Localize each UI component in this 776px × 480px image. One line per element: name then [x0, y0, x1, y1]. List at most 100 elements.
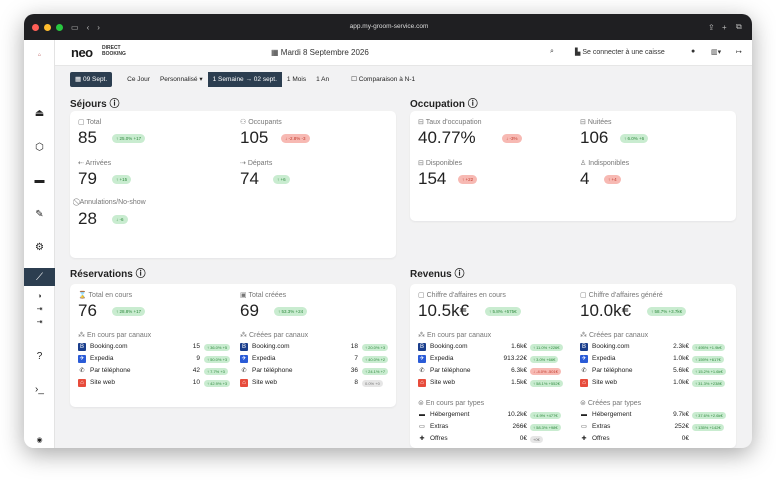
wallet-icon[interactable]: ▬ [34, 174, 45, 186]
help-circle-icon[interactable]: ● [691, 48, 696, 55]
list-item: B Booking.com 1.6k€ ↑ 11.0% +226€ [418, 342, 578, 353]
sejours-card: ▢ Total 85 ↑ 25.0% +17 ⚇ Occupants 105 ↓… [70, 111, 396, 258]
phone-icon: ✆ [241, 368, 247, 374]
today-button[interactable]: Ce Jour [127, 76, 150, 83]
new-tab-icon[interactable]: + [722, 22, 727, 32]
date-picker-button[interactable]: ▦ 09 Sept. [70, 72, 113, 87]
cleaning-icon[interactable]: ✎ [35, 208, 44, 220]
document-icon: ▢ [418, 292, 427, 299]
item-badge: +0€ [530, 436, 543, 443]
occupation-title-text: Occupation [410, 99, 466, 110]
occupation-title: Occupation ⓘ [410, 95, 478, 110]
hotel-switch-icon[interactable]: ▥▾ [711, 49, 722, 56]
list-item: ✆ Par téléphone 42 ↑ 7.7% +3 [78, 366, 238, 377]
channels-icon: ⁂ [418, 332, 427, 339]
month-button[interactable]: 1 Mois [286, 76, 307, 83]
chat-button[interactable]: ✉ [750, 444, 752, 448]
item-badge: ↑ 7.7% +3 [204, 368, 228, 375]
info-icon[interactable]: ⓘ [467, 99, 478, 110]
help-icon[interactable]: ? [36, 350, 43, 362]
booking-icon: B [580, 343, 588, 351]
custom-dropdown[interactable]: Personnalisé ▾ [159, 76, 203, 83]
forward-icon[interactable]: › [97, 22, 100, 32]
item-value: 913.22€ [503, 355, 528, 362]
item-value: 42 [192, 367, 200, 374]
reservations-title: Réservations ⓘ [70, 265, 146, 280]
info-icon[interactable]: ⓘ [454, 269, 465, 280]
item-badge: ↑ 159% +617€ [692, 356, 724, 363]
logout-icon[interactable]: ↦ [736, 49, 742, 56]
item-value: 266€ [512, 423, 527, 430]
search-icon[interactable]: ⌕ [550, 48, 554, 55]
logo-subtitle: DIRECT BOOKING [102, 45, 126, 57]
revenus-title-text: Revenus [410, 269, 452, 280]
import-icon[interactable]: ⇥ [36, 319, 43, 326]
item-badge: ↑ 135% +142€ [692, 424, 724, 431]
share-icon[interactable]: ⇪ [708, 22, 715, 32]
list-item: B Booking.com 15 ↑ 36.0% +5 [78, 342, 238, 353]
occupants-badge: ↓ -2.8% -3 [281, 134, 310, 143]
dispo-label-text: Disponibles [425, 160, 462, 167]
info-icon[interactable]: ⓘ [135, 269, 146, 280]
people-icon: ⚇ [240, 119, 249, 126]
item-value: 0€ [681, 435, 689, 442]
arrivees-label-text: Arrivées [85, 160, 112, 167]
departure-icon: ⇢ [240, 160, 248, 167]
item-value: 15 [192, 343, 200, 350]
reservations-card: ⌛ Total en cours 76 ↑ 28.8% +17 ▣ Total … [70, 284, 396, 407]
rev-encours-canaux-label: ⁂ En cours par canaux [418, 331, 491, 339]
item-value: 36 [350, 367, 358, 374]
minimize-dot[interactable] [44, 23, 51, 31]
item-value: 8 [354, 379, 358, 386]
nuitees-value: 106 [580, 128, 609, 147]
stats-icon[interactable]: ⟋ [24, 268, 55, 286]
zoom-dot[interactable] [56, 23, 63, 31]
item-name: Expedia [252, 355, 276, 362]
list-item: ⌂ Site web 8 0.0% +0 [240, 378, 400, 389]
phone-icon: ✆ [79, 368, 85, 374]
neo-logo: neo [71, 45, 93, 60]
connect-register-button[interactable]: ▙ Se connecter à une caisse [575, 48, 665, 56]
gift-icon: ✚ [419, 436, 425, 442]
item-value: 252€ [674, 423, 689, 430]
item-value: 9 [196, 355, 200, 362]
power-icon[interactable]: ◉ [36, 437, 43, 444]
rooms-icon[interactable]: ⬡ [35, 141, 44, 153]
date-filters: ▦ 09 Sept. Ce Jour Personnalisé ▾ 1 Sema… [70, 72, 420, 87]
indispo-badge: ↑ +4 [604, 175, 621, 184]
expedia-icon: ✈ [240, 355, 248, 363]
rev-creees-types-label: ⊜ Créées par types [580, 399, 641, 407]
hotel-logo: ⌂ [37, 52, 42, 58]
close-dot[interactable] [32, 23, 39, 31]
list-item: B Booking.com 18 ↑ 20.0% +3 [240, 342, 400, 353]
compare-checkbox[interactable]: ☐ Comparaison à N-1 [346, 72, 420, 87]
list-item: ✆ Par téléphone 36 ↑ 24.1% +7 [240, 366, 400, 377]
current-date: ▦ Mardi 8 Septembre 2026 [271, 48, 369, 57]
sidebar: ⌂ ⏏ ⬡ ▬ ✎ ⚙ ⟋ ◑ ⇥ ⇥ ? ›_ ◉ [24, 40, 55, 448]
item-name: Expedia [430, 355, 454, 362]
list-item: B Booking.com 2.3k€ ↑ 495% +1.9k€ [580, 342, 740, 353]
arrivees-value: 79 [78, 169, 97, 188]
item-value: 18 [350, 343, 358, 350]
terminal-icon[interactable]: ›_ [35, 383, 44, 395]
arrival-icon[interactable]: ⏏ [34, 107, 45, 119]
item-value: 10.2k€ [507, 411, 527, 418]
sidebar-toggle-icon[interactable]: ▭ [71, 22, 79, 32]
list-item: ✈ Expedia 913.22€ ↑ 3.0% +66€ [418, 354, 578, 365]
cag-label-text: Chiffre d'affaires généré [588, 292, 663, 299]
item-name: Hébergement [592, 411, 632, 418]
res-creees-badge: ↑ 53.3% +24 [274, 307, 308, 316]
info-icon[interactable]: ⓘ [109, 99, 120, 110]
booking-icon: B [240, 343, 248, 351]
year-button[interactable]: 1 An [316, 76, 330, 83]
url-bar[interactable]: app.my-groom-service.com [349, 23, 429, 30]
back-icon[interactable]: ‹ [86, 22, 90, 32]
export-icon[interactable]: ⇥ [36, 306, 43, 313]
week-button[interactable]: 1 Semaine → 02 sept. [207, 72, 282, 87]
tabs-icon[interactable]: ⧉ [736, 22, 742, 31]
arrivees-badge: ↑ +15 [112, 175, 132, 184]
settings-icon[interactable]: ⚙ [35, 241, 44, 253]
arrival-small-icon: ⇠ [78, 160, 86, 167]
pie-icon[interactable]: ◑ [37, 292, 42, 300]
rev-encours-types-text: En cours par types [425, 400, 485, 407]
